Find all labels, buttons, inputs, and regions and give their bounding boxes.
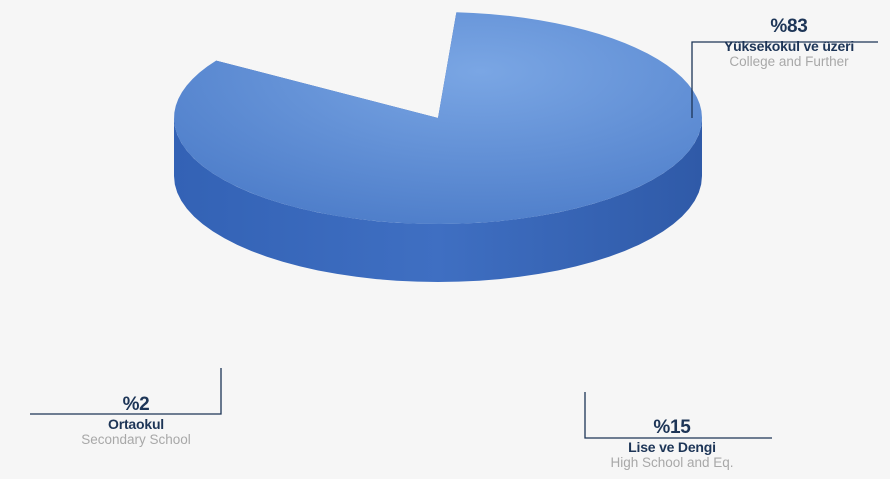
value-label: %83 (770, 16, 808, 37)
slice-college (174, 12, 702, 282)
slice-label-secondary: %2 Ortaokul Secondary School (72, 394, 200, 447)
slice-college-top (174, 12, 702, 224)
category-label-en: High School and Eq. (610, 454, 734, 470)
category-label-en: Secondary School (81, 431, 191, 447)
slice-label-high-school: %15 Lise ve Dengi High School and Eq. (586, 417, 758, 470)
leader-line-college (691, 41, 878, 118)
category-label-tr: Ortaokul (108, 415, 164, 432)
value-label: %15 (653, 417, 691, 438)
category-label-tr: Yüksekokul ve üzeri (723, 37, 855, 54)
leader-line-high-school (584, 392, 772, 439)
leader-line-secondary (30, 368, 222, 415)
value-label: %2 (122, 394, 150, 415)
slice-label-college: %83 Yüksekokul ve üzeri College and Furt… (700, 16, 878, 69)
slice-college-rim (174, 118, 702, 282)
category-label-tr: Lise ve Dengi (628, 438, 716, 455)
category-label-en: College and Further (729, 53, 849, 69)
